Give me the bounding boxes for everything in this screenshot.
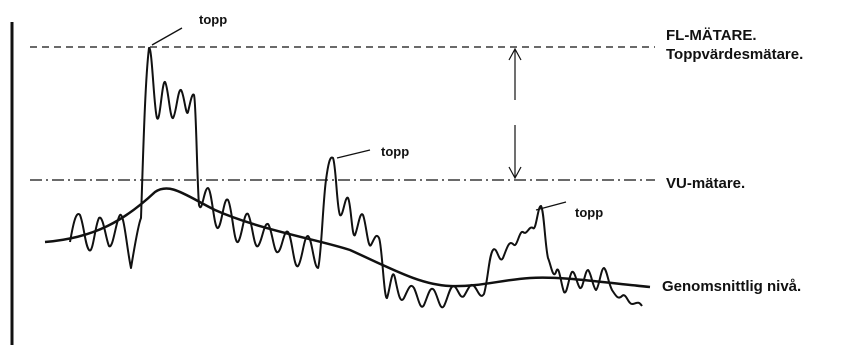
peak-label-1: topp	[199, 12, 227, 27]
peak-label-2: topp	[381, 144, 409, 159]
fl-meter-label: FL-MÄTARE.	[666, 27, 757, 44]
peak-meter-label: Toppvärdesmätare.	[666, 46, 803, 63]
peak-pointer-3	[535, 201, 567, 211]
peak-pointer-2	[336, 149, 371, 159]
vu-meter-label: VU-mätare.	[666, 175, 745, 192]
peak-pointer-1	[151, 27, 183, 46]
peak-label-3: topp	[575, 205, 603, 220]
level-difference-arrow	[508, 47, 522, 180]
average-level-label: Genomsnittlig nivå.	[662, 278, 801, 295]
signal-waveform	[69, 46, 643, 309]
average-level-curve	[44, 187, 651, 289]
